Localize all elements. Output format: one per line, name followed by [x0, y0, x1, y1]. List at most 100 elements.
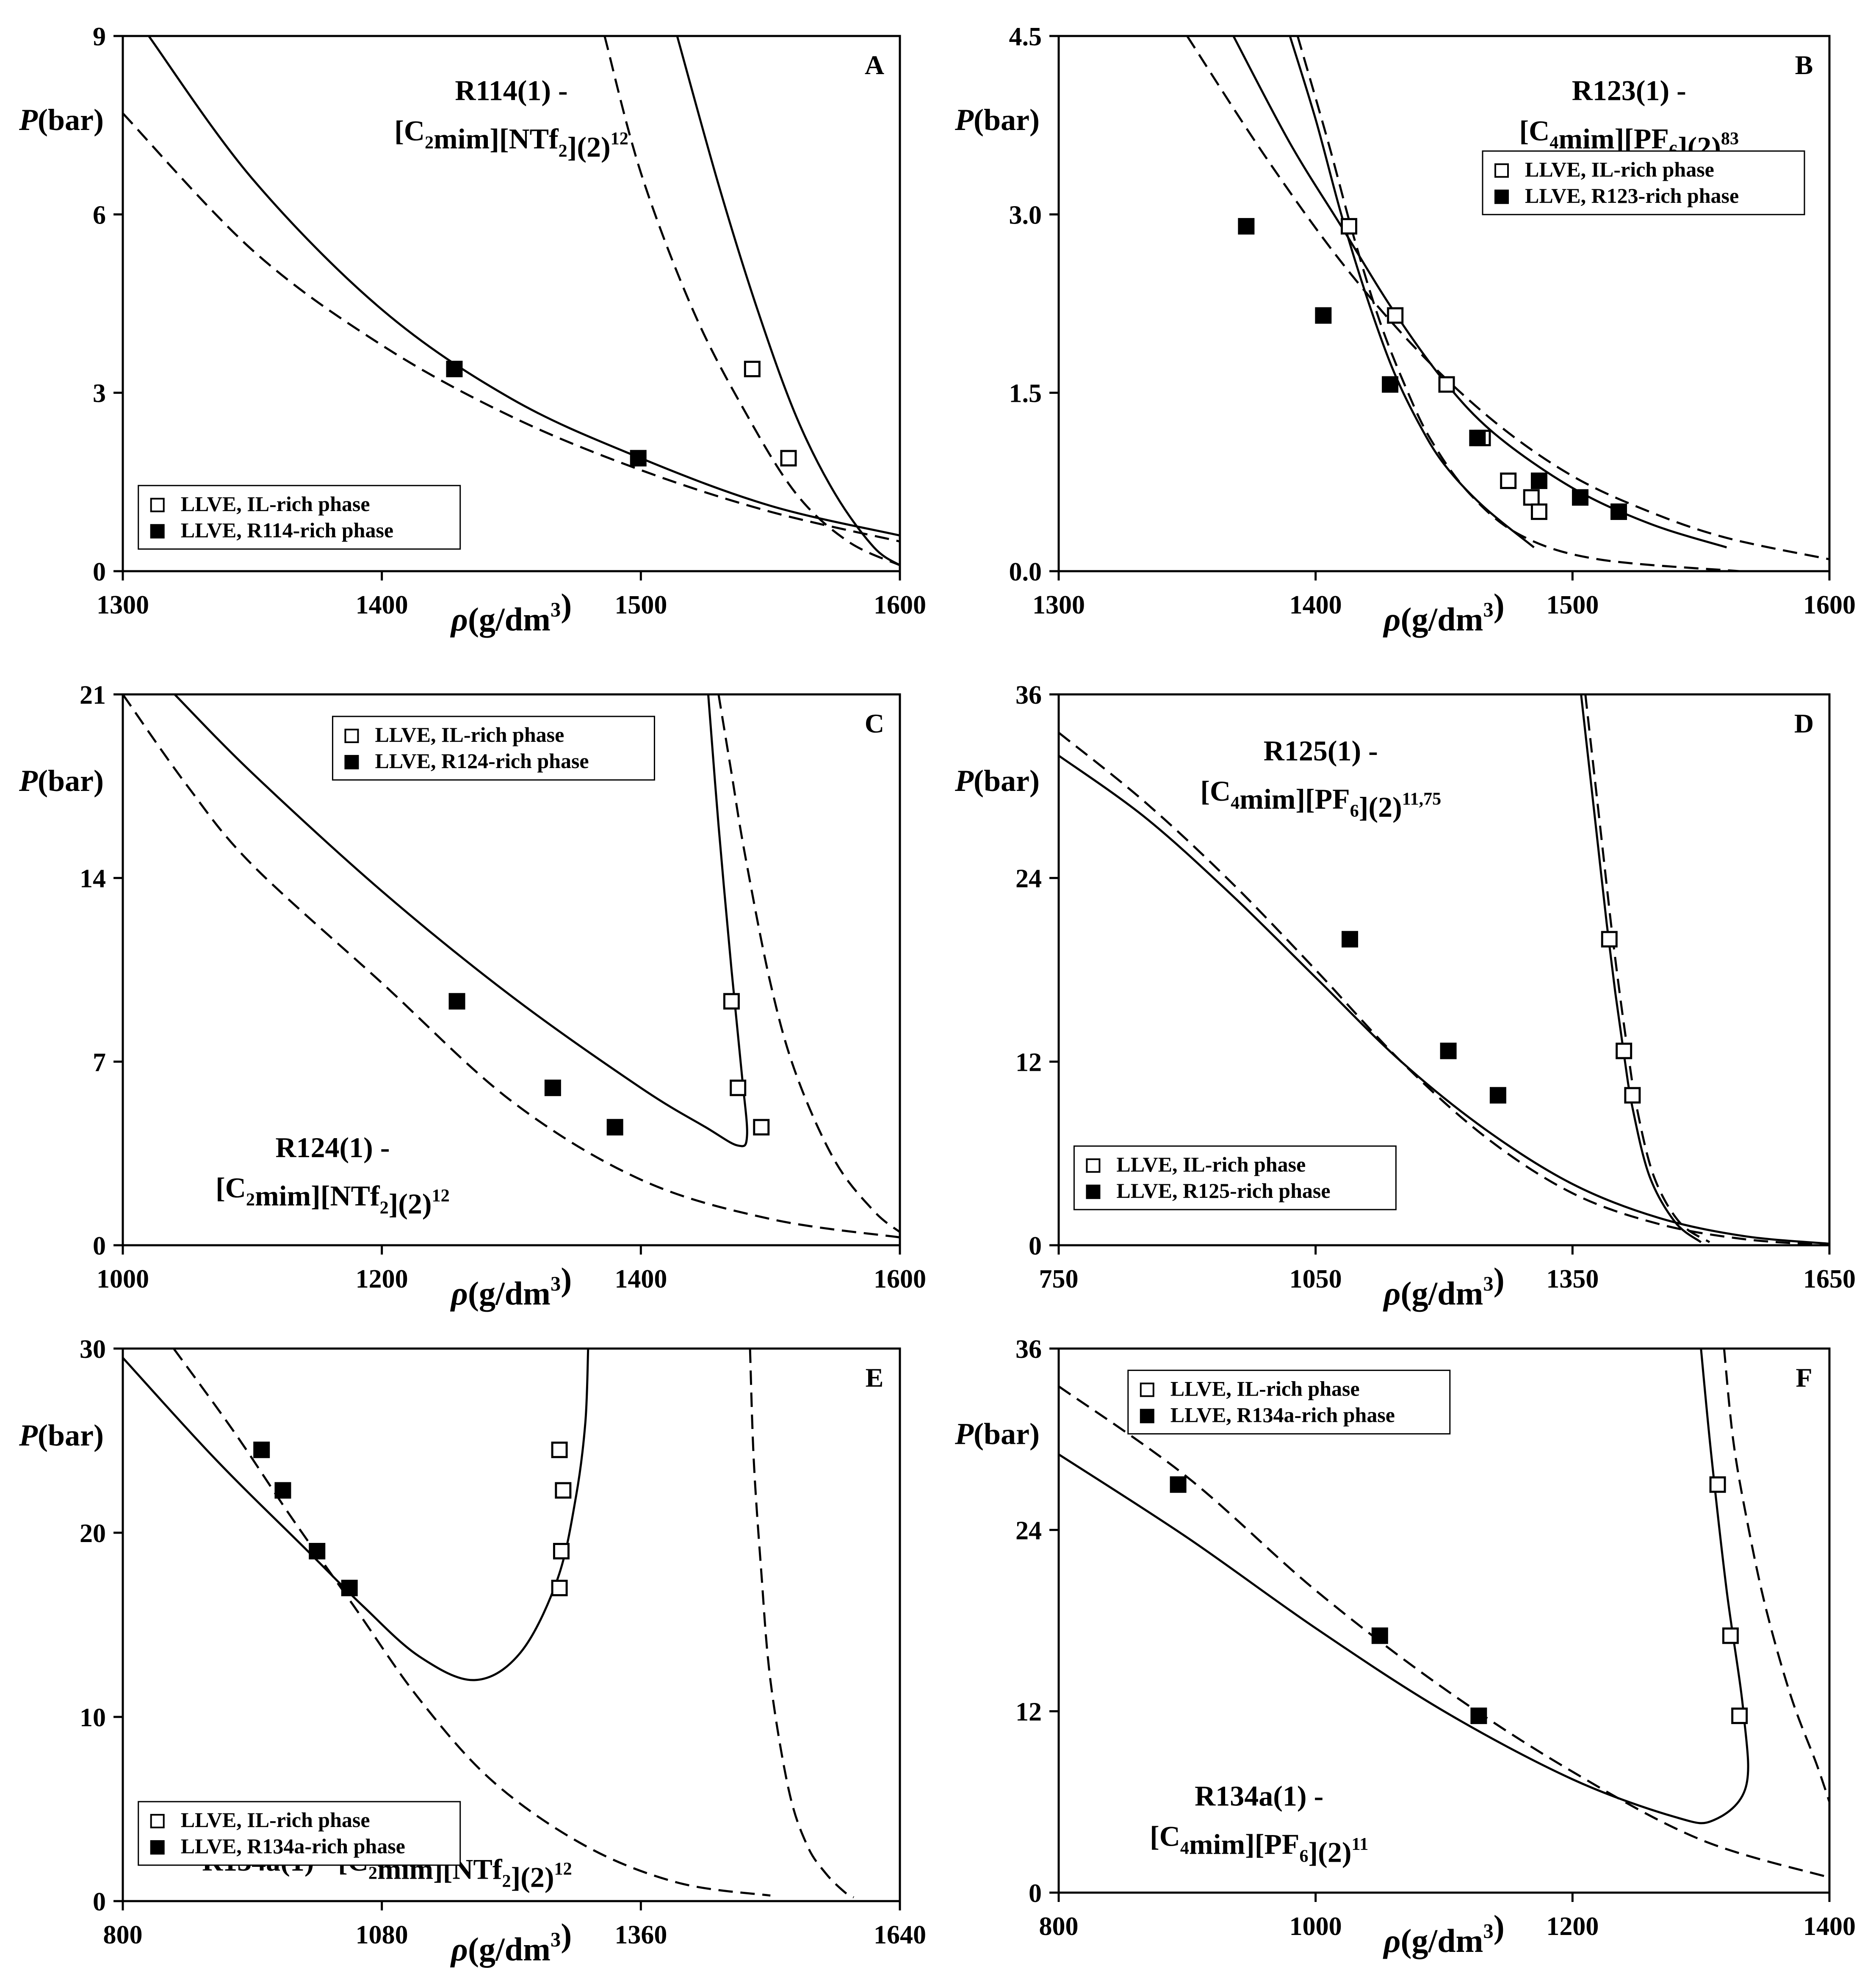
panel-letter: A	[865, 50, 884, 80]
legend: LLVE, IL-rich phase LLVE, R123-rich phase	[1482, 150, 1805, 216]
x-tick-label: 1050	[1289, 1265, 1342, 1294]
dashed-model-curve	[1584, 694, 1710, 1243]
legend-label: LLVE, IL-rich phase	[1525, 158, 1714, 181]
x-axis-label: ρ(g/dm3)	[1383, 1908, 1504, 1959]
x-tick-label: 1200	[356, 1265, 408, 1294]
x-tick-label: 1500	[1546, 591, 1599, 619]
filled-square-point	[1489, 1087, 1506, 1104]
y-axis-label: P(bar)	[19, 1418, 104, 1452]
legend-open-square-icon	[1494, 163, 1509, 178]
legend-open-square-icon	[150, 498, 165, 512]
plot-frame	[122, 35, 901, 572]
legend-box	[1482, 150, 1805, 216]
legend-open-square-icon	[1140, 1382, 1154, 1397]
panel-a: 1300 1400 1500 1600 0 3 6 9 ρ(g/dm3) P(bar) A R114(…	[19, 22, 926, 638]
panel-letter: C	[865, 708, 884, 738]
panel-e: 8001080136016400102030ρ(g/dm3)P(bar)ER13…	[19, 1335, 926, 1968]
curves	[1059, 1349, 1829, 1879]
legend-label: LLVE, IL-rich phase	[1116, 1153, 1306, 1176]
y-tick-label: 1.5	[1009, 379, 1042, 408]
system-title-line-2: [C4mim][PF6](2)11	[1150, 1820, 1368, 1868]
filled-square-point	[1440, 1042, 1457, 1059]
legend-label: LLVE, IL-rich phase	[181, 492, 370, 516]
y-axis-label: P(bar)	[955, 1417, 1040, 1451]
open-square-point	[1341, 218, 1358, 235]
legend-label: LLVE, R125-rich phase	[1116, 1179, 1330, 1202]
y-tick-label: 10	[80, 1703, 106, 1732]
filled-square-point	[448, 993, 465, 1010]
legend-label: LLVE, IL-rich phase	[375, 723, 564, 746]
filled-square-point	[606, 1119, 623, 1136]
open-square-point	[553, 1543, 570, 1559]
open-square-point	[551, 1580, 568, 1596]
system-title-line-1: R125(1) -	[1264, 735, 1378, 767]
dashed-model-curve	[1059, 1385, 1829, 1879]
y-tick-label: 3	[93, 379, 106, 408]
curves	[123, 1349, 855, 1899]
x-axis-label: ρ(g/dm3)	[450, 1917, 572, 1968]
x-tick-label: 1400	[614, 1265, 667, 1294]
y-axis-label: P(bar)	[955, 103, 1040, 137]
solid-model-curve	[148, 36, 900, 537]
plot-frame	[122, 1347, 901, 1902]
solid-model-curve	[1289, 36, 1535, 548]
dashed-model-curve	[1186, 36, 1829, 561]
legend-label: LLVE, R124-rich phase	[375, 749, 589, 773]
x-tick-label: 1360	[614, 1921, 667, 1949]
legend-filled-square-icon	[150, 524, 165, 539]
solid-model-curve	[676, 36, 900, 567]
solid-model-curve	[1059, 1349, 1749, 1824]
panel-f: 800 1000 1200 1400 0 12 24 36 ρ(g/dm3) P(bar) F R13…	[955, 1335, 1856, 1959]
solid-model-curve	[123, 1349, 589, 1681]
open-square-point	[723, 993, 740, 1010]
filled-square-point	[309, 1543, 326, 1559]
curves	[1186, 36, 1829, 571]
curves	[123, 36, 900, 567]
plot-frame	[1057, 693, 1831, 1247]
filled-square-point	[1315, 307, 1332, 324]
x-axis-label: ρ(g/dm3)	[1383, 587, 1504, 638]
open-square-point	[555, 1482, 572, 1499]
open-square-point	[1530, 503, 1547, 520]
system-title-line-1: R124(1) -	[275, 1131, 390, 1164]
legend-open-square-icon	[344, 729, 359, 744]
dashed-model-curve	[717, 694, 900, 1233]
y-tick-label: 36	[1015, 681, 1042, 710]
y-axis-label: P(bar)	[19, 103, 104, 137]
legend-open-square-icon	[1086, 1158, 1101, 1173]
x-tick-label: 1000	[97, 1265, 149, 1294]
open-square-point	[551, 1441, 568, 1458]
y-tick-label: 20	[80, 1519, 106, 1548]
solid-model-curve	[1580, 694, 1702, 1243]
dashed-model-curve	[1296, 36, 1740, 571]
y-tick-label: 14	[80, 865, 106, 893]
dashed-model-curve	[749, 1349, 855, 1899]
filled-square-point	[630, 450, 647, 467]
filled-square-point	[1572, 489, 1589, 506]
plot-frame	[1057, 1347, 1831, 1894]
open-square-point	[780, 450, 797, 467]
open-square-point	[1616, 1042, 1633, 1059]
legend-box	[332, 716, 655, 781]
panel-letter: B	[1795, 50, 1813, 80]
open-square-point	[1731, 1707, 1748, 1724]
open-square-point	[1523, 489, 1540, 506]
solid-model-curve	[1059, 755, 1829, 1245]
x-tick-label: 1350	[1546, 1265, 1599, 1294]
filled-square-point	[1382, 376, 1399, 393]
legend-label: LLVE, IL-rich phase	[1170, 1376, 1360, 1400]
filled-square-point	[446, 360, 463, 377]
x-tick-label: 1640	[874, 1921, 926, 1949]
legend-label: LLVE, R114-rich phase	[181, 518, 393, 542]
legend-label: LLVE, R134a-rich phase	[1170, 1403, 1395, 1426]
system-title-line-1: R114(1) -	[455, 75, 567, 107]
x-axis-label: ρ(g/dm3)	[450, 587, 572, 638]
filled-square-point	[253, 1441, 270, 1458]
open-square-point	[1438, 376, 1455, 393]
y-tick-label: 4.5	[1009, 22, 1042, 51]
solid-model-curve	[1232, 36, 1727, 549]
x-tick-label: 1600	[874, 591, 926, 619]
panel-letter: D	[1794, 708, 1814, 738]
system-title-line-1: R134a(1) -	[1195, 1780, 1323, 1812]
